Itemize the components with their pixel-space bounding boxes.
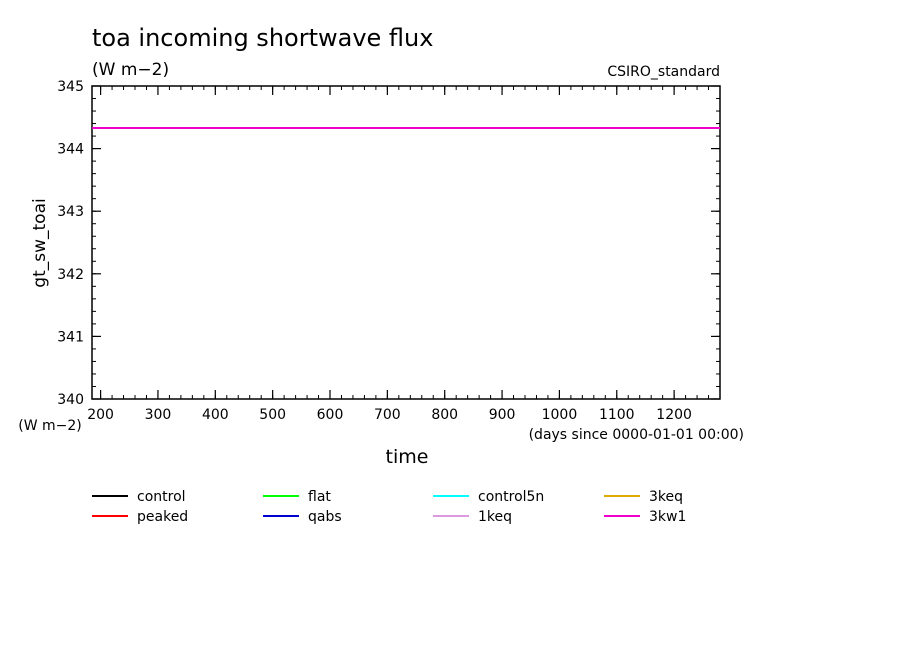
x-tick-label: 400 xyxy=(202,407,229,423)
legend-label: flat xyxy=(308,489,331,505)
axis-ticks: 200 300 400 500 600 700 800 900 1000 1100 1200 340 3… xyxy=(57,79,721,423)
x-axis-label: time xyxy=(386,446,429,468)
x-tick-label: 800 xyxy=(431,407,458,423)
y-axis-label: gt_sw_toai xyxy=(30,198,50,287)
chart-title: toa incoming shortwave flux xyxy=(92,24,433,52)
legend-label: 1keq xyxy=(478,509,512,525)
y-tick-label: 340 xyxy=(57,392,84,408)
x-tick-label: 700 xyxy=(374,407,401,423)
plot-frame xyxy=(91,85,721,400)
x-tick-label: 900 xyxy=(489,407,516,423)
y-tick-label: 342 xyxy=(57,267,84,283)
x-tick-label: 1100 xyxy=(599,407,635,423)
y-tick-label: 344 xyxy=(57,142,84,158)
chart-annotation: CSIRO_standard xyxy=(607,64,720,80)
x-tick-label: 1000 xyxy=(542,407,578,423)
legend-label: control xyxy=(137,489,186,505)
x-tick-label: 500 xyxy=(259,407,286,423)
y-tick-label: 341 xyxy=(57,329,84,345)
legend: control peaked flat qabs control5n 1keq 3keq 3k… xyxy=(92,489,686,525)
legend-label: 3keq xyxy=(649,489,683,505)
y-tick-label: 343 xyxy=(57,204,84,220)
legend-label: peaked xyxy=(137,509,188,525)
plot-area xyxy=(91,85,721,400)
y-axis-units: (W m−2) xyxy=(18,418,82,434)
legend-label: qabs xyxy=(308,509,342,525)
legend-label: control5n xyxy=(478,489,544,505)
legend-label: 3kw1 xyxy=(649,509,686,525)
x-tick-label: 200 xyxy=(87,407,114,423)
x-tick-label: 600 xyxy=(317,407,344,423)
x-tick-label: 300 xyxy=(145,407,172,423)
chart-subtitle: (W m−2) xyxy=(92,60,169,80)
x-axis-units: (days since 0000-01-01 00:00) xyxy=(529,427,744,443)
x-tick-label: 1200 xyxy=(656,407,692,423)
y-tick-label: 345 xyxy=(57,79,84,95)
